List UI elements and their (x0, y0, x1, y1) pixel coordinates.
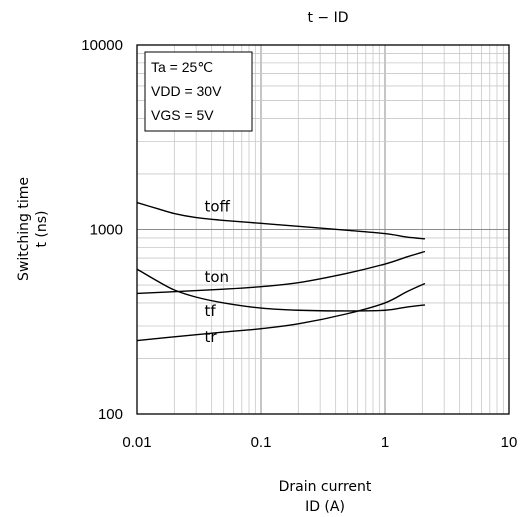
y-tick-label: 100 (98, 406, 123, 423)
y-tick-label: 1000 (90, 222, 123, 239)
curve-tf (136, 268, 426, 312)
series-labels: toff ton tf tr (204, 198, 230, 347)
x-axis-title-line2: ID (A) (305, 499, 345, 515)
plot-frame (136, 44, 510, 415)
x-tick-label: 0.1 (251, 434, 272, 451)
x-axis-title: Drain current ID (A) (279, 479, 372, 515)
curve-tr (136, 282, 426, 342)
series-label-ton: ton (204, 268, 229, 286)
x-tick-label: 1 (381, 434, 389, 451)
legend-box (144, 51, 253, 132)
y-tick-labels: 100 1000 10000 (81, 37, 123, 423)
legend-vgs: VGS = 5V (151, 107, 214, 123)
legend-ta: Ta = 25℃ (151, 59, 213, 75)
legend-vdd: VDD = 30V (151, 83, 222, 99)
y-tick-label: 10000 (81, 37, 123, 54)
x-tick-labels: 0.01 0.1 1 10 (122, 434, 517, 451)
x-tick-label: 10 (501, 434, 518, 451)
y-axis-title: Switching time t (ns) (16, 177, 50, 281)
curve-toff (136, 201, 426, 240)
series-label-tr: tr (204, 328, 217, 346)
conditions-legend: Ta = 25℃ VDD = 30V VGS = 5V (144, 51, 253, 132)
curve-ton (136, 250, 426, 295)
series-label-toff: toff (204, 198, 230, 216)
y-axis-title-line1: Switching time (16, 177, 32, 281)
curves (136, 201, 426, 342)
y-axis-title-line2: t (ns) (34, 210, 50, 247)
x-tick-label: 0.01 (122, 434, 151, 451)
series-label-tf: tf (204, 302, 216, 320)
chart-title: t − ID (307, 10, 348, 26)
x-axis-title-line1: Drain current (279, 479, 372, 495)
